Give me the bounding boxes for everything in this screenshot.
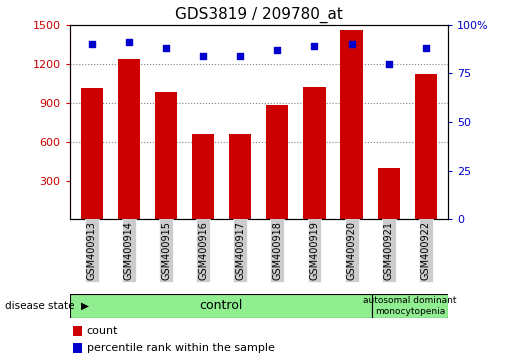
Point	[199, 53, 207, 59]
Bar	[377, 167, 400, 219]
Bar	[340, 30, 363, 219]
Title: GDS3819 / 209780_at: GDS3819 / 209780_at	[175, 7, 342, 23]
Bar	[415, 74, 437, 219]
Point	[125, 40, 133, 45]
Text: autosomal dominant
monocytopenia: autosomal dominant monocytopenia	[364, 296, 457, 315]
Text: GSM400914: GSM400914	[124, 221, 134, 280]
Text: GSM400913: GSM400913	[87, 221, 97, 280]
Text: GSM400922: GSM400922	[421, 221, 431, 280]
Text: count: count	[87, 326, 118, 336]
Bar	[266, 104, 288, 219]
Text: control: control	[199, 299, 243, 312]
Text: GSM400919: GSM400919	[310, 221, 319, 280]
Point	[162, 45, 170, 51]
Text: GSM400921: GSM400921	[384, 221, 393, 280]
Bar	[192, 134, 214, 219]
Point	[385, 61, 393, 67]
Bar	[229, 135, 251, 219]
Point	[348, 41, 356, 47]
Point	[422, 45, 430, 51]
Text: GSM400916: GSM400916	[198, 221, 208, 280]
Point	[311, 44, 319, 49]
Text: GSM400915: GSM400915	[161, 221, 171, 280]
Text: disease state  ▶: disease state ▶	[5, 301, 89, 311]
Bar	[81, 88, 103, 219]
Bar	[73, 326, 82, 336]
Text: percentile rank within the sample: percentile rank within the sample	[87, 343, 274, 353]
Text: GSM400920: GSM400920	[347, 221, 356, 280]
Bar	[155, 92, 177, 219]
Text: GSM400918: GSM400918	[272, 221, 282, 280]
Point	[236, 53, 244, 59]
Bar	[372, 294, 448, 318]
Text: GSM400917: GSM400917	[235, 221, 245, 280]
Bar	[70, 294, 372, 318]
Bar	[73, 343, 82, 353]
Bar	[303, 87, 325, 219]
Point	[88, 41, 96, 47]
Bar	[118, 58, 140, 219]
Point	[273, 47, 282, 53]
